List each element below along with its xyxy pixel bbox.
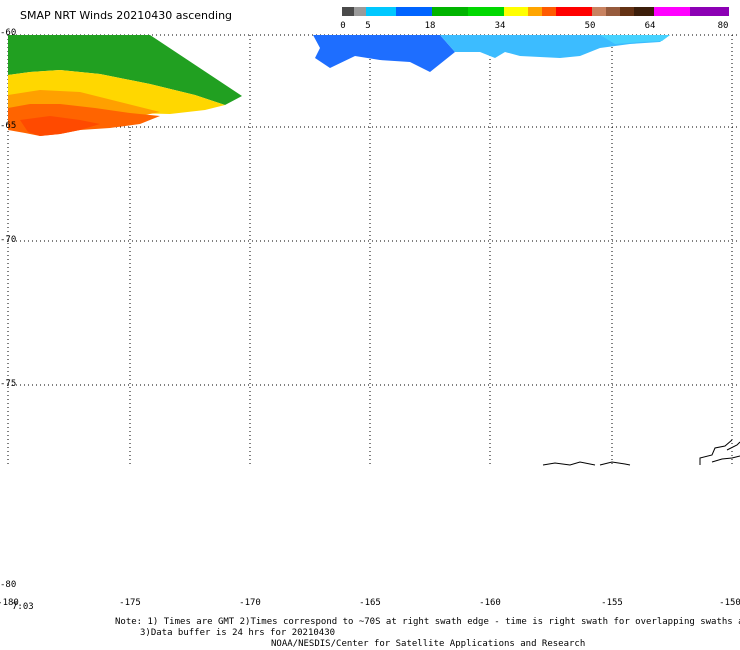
wind-swath-cyan [600, 35, 670, 44]
colorbar-segment [620, 7, 634, 16]
colorbar-segment [504, 7, 528, 16]
map-title: SMAP NRT Winds 20210430 ascending [20, 9, 233, 22]
colorbar-segment [366, 7, 396, 16]
lon-label-175: -175 [119, 598, 141, 608]
colorbar-label-0: 0 [340, 21, 346, 31]
colorbar-segment [432, 7, 468, 16]
coastline-segment [726, 441, 740, 451]
colorbar-segment [528, 7, 542, 16]
note-line-1: Note: 1) Times are GMT 2)Times correspon… [115, 617, 740, 627]
lon-label-180: -180 [0, 598, 19, 608]
colorbar-label-64: 64 [644, 21, 656, 31]
wind-swath-green [8, 35, 242, 105]
colorbar-label-5: 5 [365, 21, 371, 31]
lon-label-160: -160 [479, 598, 501, 608]
lat-label-80: -80 [0, 580, 17, 590]
colorbar-label-80: 80 [717, 21, 729, 31]
colorbar-label-50: 50 [584, 21, 596, 31]
swath-time-label: 7:03 [12, 602, 34, 612]
lon-label-170: -170 [239, 598, 261, 608]
note-line-2: 3)Data buffer is 24 hrs for 20210430 [140, 628, 336, 638]
lat-label-60: -60 [0, 28, 17, 38]
colorbar-segment [690, 7, 729, 16]
colorbar-segment [654, 7, 690, 16]
colorbar-segment [396, 7, 432, 16]
colorbar-segment [606, 7, 620, 16]
colorbar-label-18: 18 [424, 21, 436, 31]
colorbar-label-34: 34 [494, 21, 506, 31]
colorbar-segment [354, 7, 366, 16]
lat-label-65: -65 [0, 121, 17, 131]
colorbar-segment [542, 7, 556, 16]
lat-label-70: -70 [0, 235, 17, 245]
colorbar-segment [634, 7, 654, 16]
coastline-segment [599, 461, 631, 466]
colorbar-segment [468, 7, 504, 16]
lon-label-155: -155 [601, 598, 623, 608]
wind-swath-blue [313, 35, 455, 72]
note-line-3: NOAA/NESDIS/Center for Satellite Applica… [271, 639, 586, 649]
wind-swath-redorange [20, 116, 100, 136]
coastline-segment [711, 455, 740, 463]
lon-label-165: -165 [359, 598, 381, 608]
colorbar-segment [342, 7, 354, 16]
coastline-segment [699, 439, 733, 465]
wind-speed-colorbar [342, 7, 729, 16]
lon-label-150: -150 [719, 598, 740, 608]
colorbar-segment [556, 7, 592, 16]
coastline-segment [542, 461, 596, 466]
coastline [542, 439, 740, 466]
lat-label-75: -75 [0, 379, 17, 389]
colorbar-segment [592, 7, 606, 16]
